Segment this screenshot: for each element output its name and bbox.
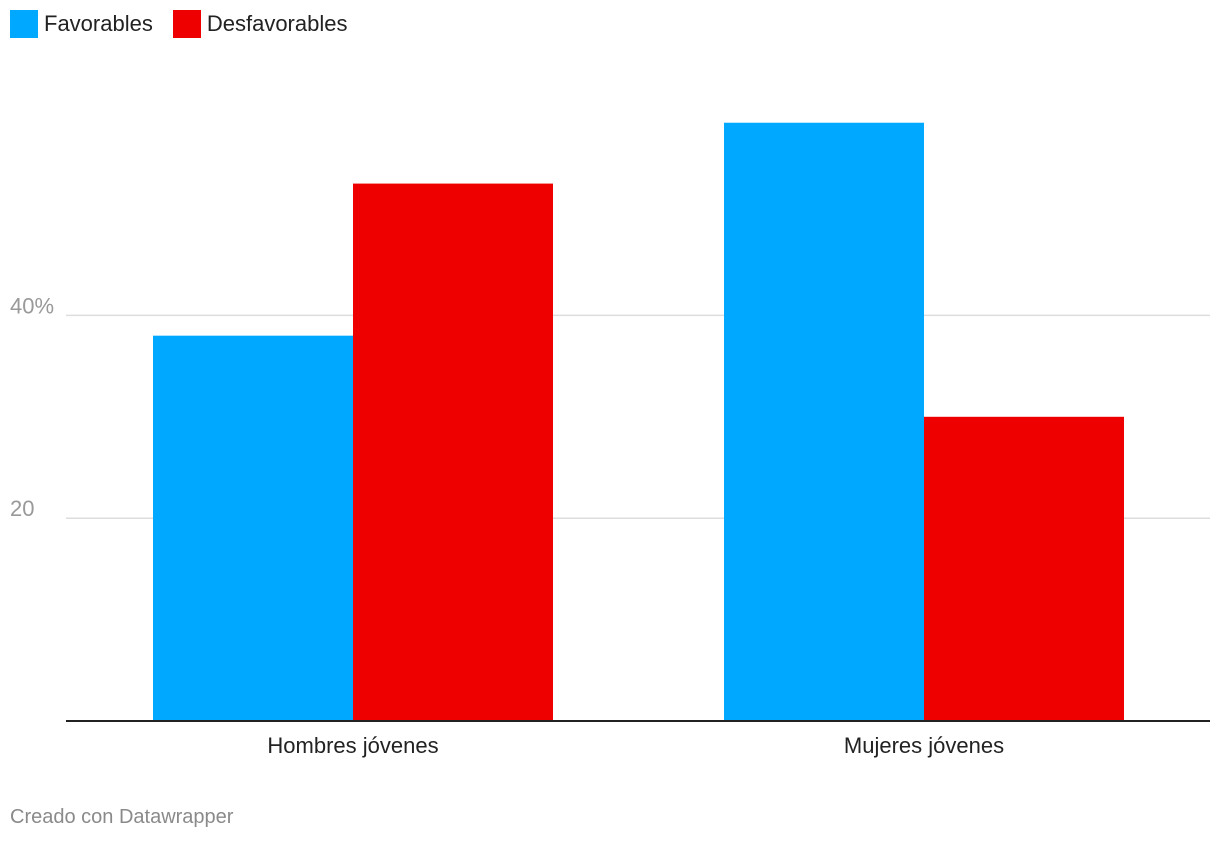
bar-desfavorables-1 (924, 416, 1124, 721)
legend-item-desfavorables: Desfavorables (172, 10, 348, 38)
y-tick-label-40: 40% (10, 293, 54, 318)
bar-favorables-0 (153, 335, 353, 721)
chart-legend: Favorables Desfavorables (10, 10, 367, 38)
x-category-label-1: Mujeres jóvenes (844, 733, 1004, 758)
footer-credit: Creado con Datawrapper (10, 806, 234, 828)
y-tick-label-20: 20 (10, 496, 34, 521)
legend-swatch-desfavorables (172, 10, 201, 38)
bar-favorables-1 (724, 122, 924, 722)
bar-desfavorables-0 (353, 183, 553, 721)
legend-swatch-favorables (10, 10, 38, 38)
bar-chart: 20 40% Hombres jóvenes Mujeres jóvenes (10, 122, 1210, 758)
x-category-label-0: Hombres jóvenes (267, 733, 438, 758)
legend-item-favorables: Favorables (10, 10, 153, 38)
legend-label-desfavorables: Desfavorables (206, 11, 348, 36)
legend-label-favorables: Favorables (44, 11, 153, 36)
